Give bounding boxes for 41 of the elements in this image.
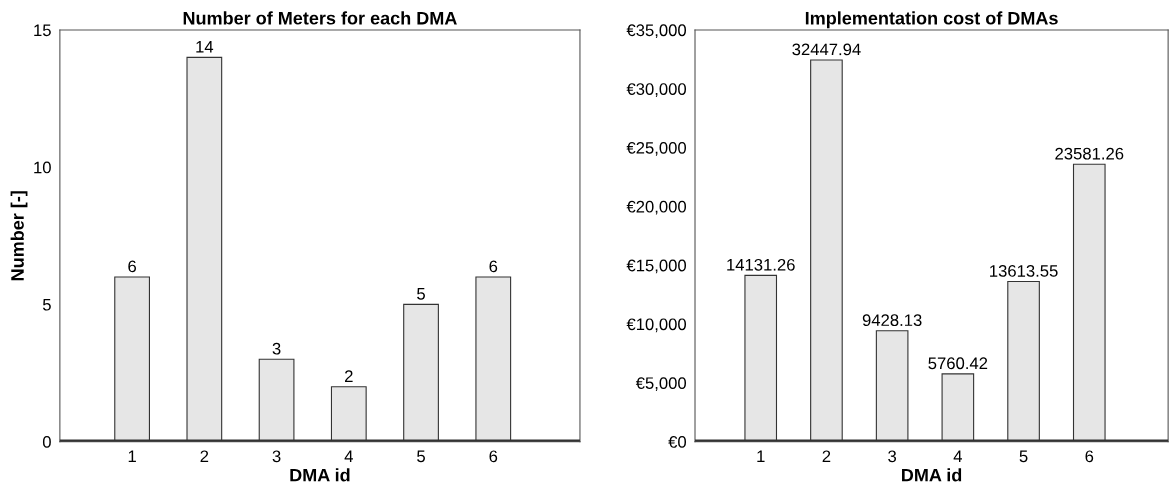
y-tick-label: €30,000 [626,83,687,97]
y-tick-label: 10 [34,161,51,174]
x-tick-label: 1 [128,450,136,463]
y-tick-label: €25,000 [626,141,687,156]
x-axis-title: DMA id [902,468,962,482]
data-label: 9428.13 [862,314,922,327]
x-tick-label: 1 [757,450,765,463]
y-tick-label: 15 [34,24,51,37]
x-tick-label: 2 [200,450,209,463]
data-label: 2 [345,370,353,382]
data-label: 13613.55 [990,265,1058,277]
x-tick-label: 5 [417,450,425,463]
data-label: 6 [489,260,498,273]
data-label: 14 [196,41,214,53]
data-label: 3 [272,342,281,355]
data-label: 32447.94 [792,43,861,56]
data-label: 6 [128,260,137,273]
y-tick-label: €10,000 [626,318,687,333]
data-label: 5 [417,288,425,300]
chart-title: Implementation cost of DMAs [805,11,1058,29]
data-label: 5760.42 [928,357,988,370]
x-tick-label: 3 [888,450,897,463]
y-tick-label: €35,000 [626,24,687,39]
x-tick-label: 4 [344,450,353,463]
y-tick-label: €5,000 [635,377,687,391]
x-tick-label: 2 [822,450,831,463]
y-tick-label: €0 [668,436,687,448]
y-tick-label: 0 [42,436,51,448]
chart-title: Number of Meters for each DMA [183,11,457,25]
y-axis-title: Number [-] [10,191,28,281]
x-tick-label: 3 [272,450,281,463]
y-tick-label: €20,000 [626,200,687,215]
data-label: 14131.26 [727,258,795,271]
x-axis-title: DMA id [290,468,350,482]
x-tick-label: 6 [489,450,498,463]
x-tick-label: 5 [1019,450,1028,463]
y-tick-label: €15,000 [626,259,687,274]
data-label: 23581.26 [1055,147,1124,160]
y-tick-label: 5 [42,298,51,311]
x-tick-label: 4 [953,450,962,463]
x-tick-label: 6 [1085,450,1094,463]
